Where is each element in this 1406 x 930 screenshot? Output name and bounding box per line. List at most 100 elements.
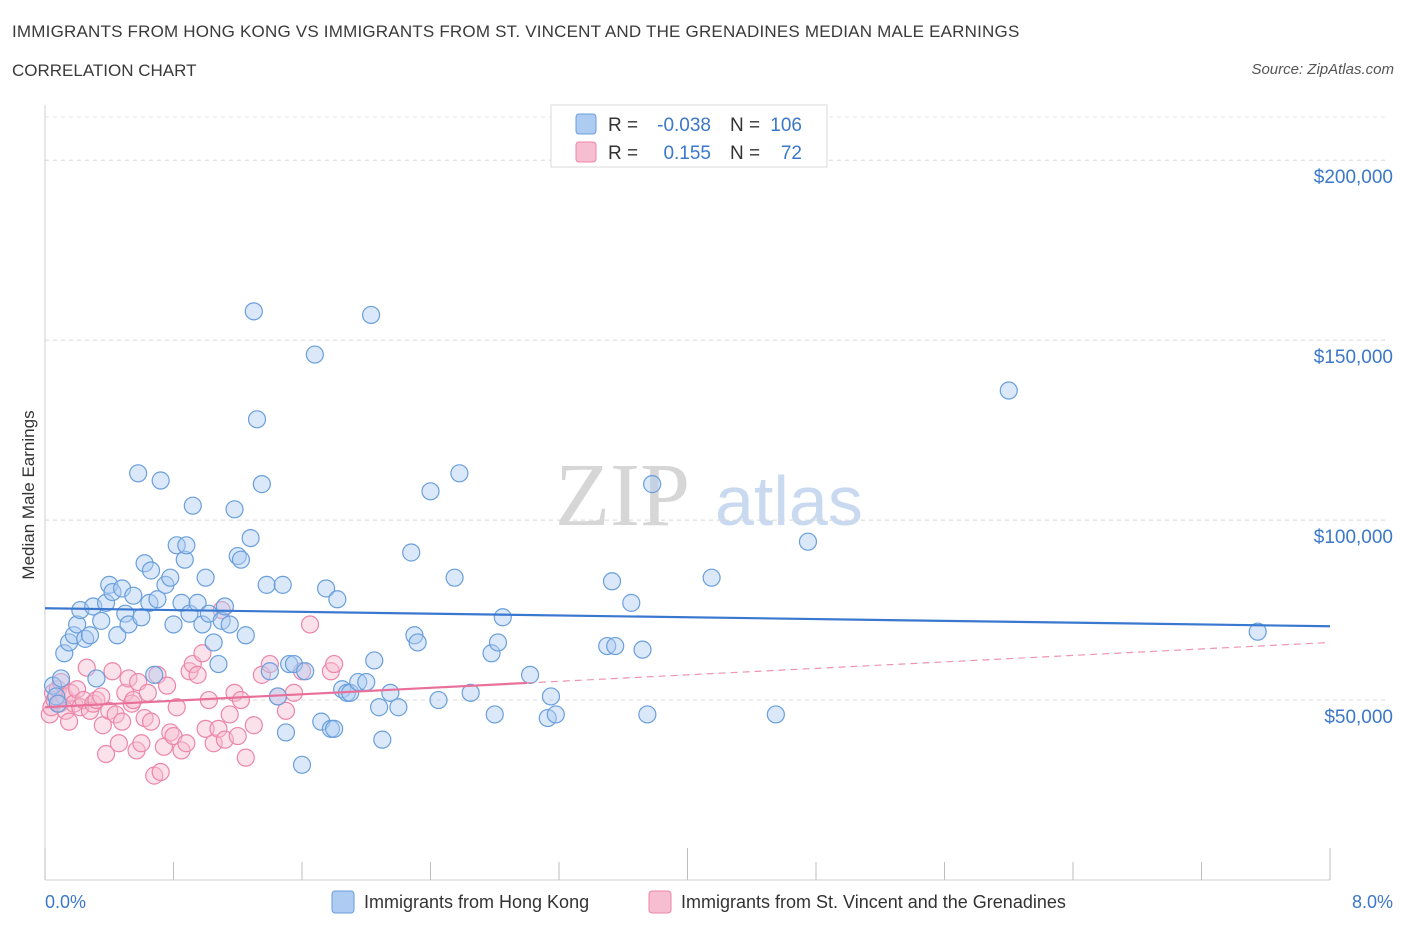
y-axis-label: Median Male Earnings [19,410,38,579]
x-tick-label-min: 0.0% [45,892,86,912]
bottom-legend-swatch-pink [648,890,672,914]
hong-kong-point-21 [124,586,143,605]
legend-n-label-2: N = [730,143,760,164]
hong-kong-point-33 [167,536,186,555]
x-tick-labels: 0.0% 8.0% [45,892,1393,912]
hong-kong-point-79 [373,730,392,749]
hong-kong-point-50 [231,550,251,569]
hong-kong-point-32 [164,615,183,634]
bottom-legend-swatch-blue [331,890,355,914]
hong-kong-point-78 [370,698,389,717]
st-vincent-point-62 [244,716,263,735]
hong-kong-point-17 [108,626,127,645]
hong-kong-point-36 [177,536,196,555]
axes [44,105,1331,881]
legend-frame [550,104,828,168]
hong-kong-point-103 [638,705,657,724]
hong-kong-point-77 [365,651,384,670]
hong-kong-point-86 [429,690,448,710]
hong-kong-point-75 [357,672,376,692]
hong-kong-point-41 [196,568,215,587]
hong-kong-point-76 [361,305,381,325]
y-tick-label-150000: $150,000 [1314,347,1393,368]
hong-kong-point-108 [999,381,1018,400]
hong-kong-point-43 [204,633,223,652]
st-vincent-point-64 [260,654,279,674]
hong-kong-point-97 [546,705,565,724]
hong-kong-point-104 [643,475,662,494]
hong-kong-point-57 [260,662,279,681]
hong-kong-point-85 [421,482,440,501]
hong-kong-point-55 [252,475,271,494]
st-vincent-point-66 [276,701,296,720]
legend-n-label-1: N = [730,115,760,136]
hong-kong-point-16 [103,582,122,602]
hong-kong-point-40 [193,615,212,634]
st-vincent-point-61 [236,748,255,767]
hong-kong-point-88 [450,464,469,483]
st-vincent-point-46 [177,734,196,753]
st-vincent-point-35 [138,683,157,702]
legend: R = -0.038 N = 106 R = 0.155 N = 72 [550,104,828,168]
hong-kong-point-62 [284,654,304,674]
st-vincent-point-44 [167,698,186,717]
trend-line-st-vincent [44,681,527,709]
legend-r-value-2: 0.155 [663,143,711,164]
hong-kong-point-69 [325,719,344,738]
st-vincent-point-21 [96,744,116,764]
st-vincent-point-69 [300,615,320,634]
hong-kong-point-81 [389,698,408,717]
st-vincent-point-25 [109,734,128,753]
legend-swatch-blue [575,113,597,135]
hong-kong-point-84 [408,633,427,652]
hong-kong-point-24 [135,554,154,573]
series-st-vincent [40,600,344,785]
bottom-legend-hong-kong[interactable]: Immigrants from Hong Kong [364,892,589,912]
source-label[interactable]: Source: ZipAtlas.com [1251,61,1394,78]
hong-kong-point-48 [225,500,244,519]
hong-kong-point-101 [622,593,641,612]
hong-kong-point-94 [520,665,540,684]
st-vincent-point-49 [188,665,207,684]
y-tick-label-200000: $200,000 [1314,167,1393,188]
hong-kong-point-53 [244,302,263,321]
trend-line-hong-kong [44,607,1331,628]
hong-kong-point-18 [112,579,132,598]
hong-kong-point-14 [96,593,116,612]
bottom-legend-st-vincent[interactable]: Immigrants from St. Vincent and the Gren… [681,892,1066,912]
watermark-zip: ZIP [555,446,690,545]
hong-kong-point-26 [141,561,161,580]
hong-kong-point-67 [316,579,336,598]
hong-kong-point-102 [633,640,652,659]
hong-kong-point-107 [798,532,818,551]
chart-subtitle: CORRELATION CHART [12,61,197,80]
hong-kong-point-10 [80,626,100,645]
st-vincent-point-59 [228,726,247,746]
hong-kong-point-100 [606,636,625,656]
hong-kong-point-31 [161,568,180,587]
hong-kong-point-56 [257,575,276,594]
legend-swatch-pink [575,141,597,163]
hong-kong-point-46 [215,597,234,616]
hong-kong-point-1 [47,687,66,706]
bottom-legend: Immigrants from Hong Kong Immigrants fro… [331,890,1066,914]
st-vincent-point-24 [106,705,125,724]
watermark-atlas: atlas [715,462,863,540]
hong-kong-point-12 [87,669,106,688]
hong-kong-point-93 [493,608,512,627]
st-vincent-point-71 [325,654,344,674]
hong-kong-point-90 [482,644,501,663]
hong-kong-point-99 [602,572,622,591]
legend-r-value-1: -0.038 [657,115,711,136]
hong-kong-point-63 [292,755,312,774]
hong-kong-point-2 [48,694,67,713]
hong-kong-point-3 [51,669,71,688]
hong-kong-point-52 [241,528,260,548]
hong-kong-point-89 [461,683,480,702]
hong-kong-point-87 [445,568,464,587]
y-tick-label-100000: $100,000 [1314,527,1393,548]
hong-kong-point-27 [145,665,164,684]
legend-n-value-1: 106 [770,115,802,136]
st-vincent-point-12 [68,680,87,699]
